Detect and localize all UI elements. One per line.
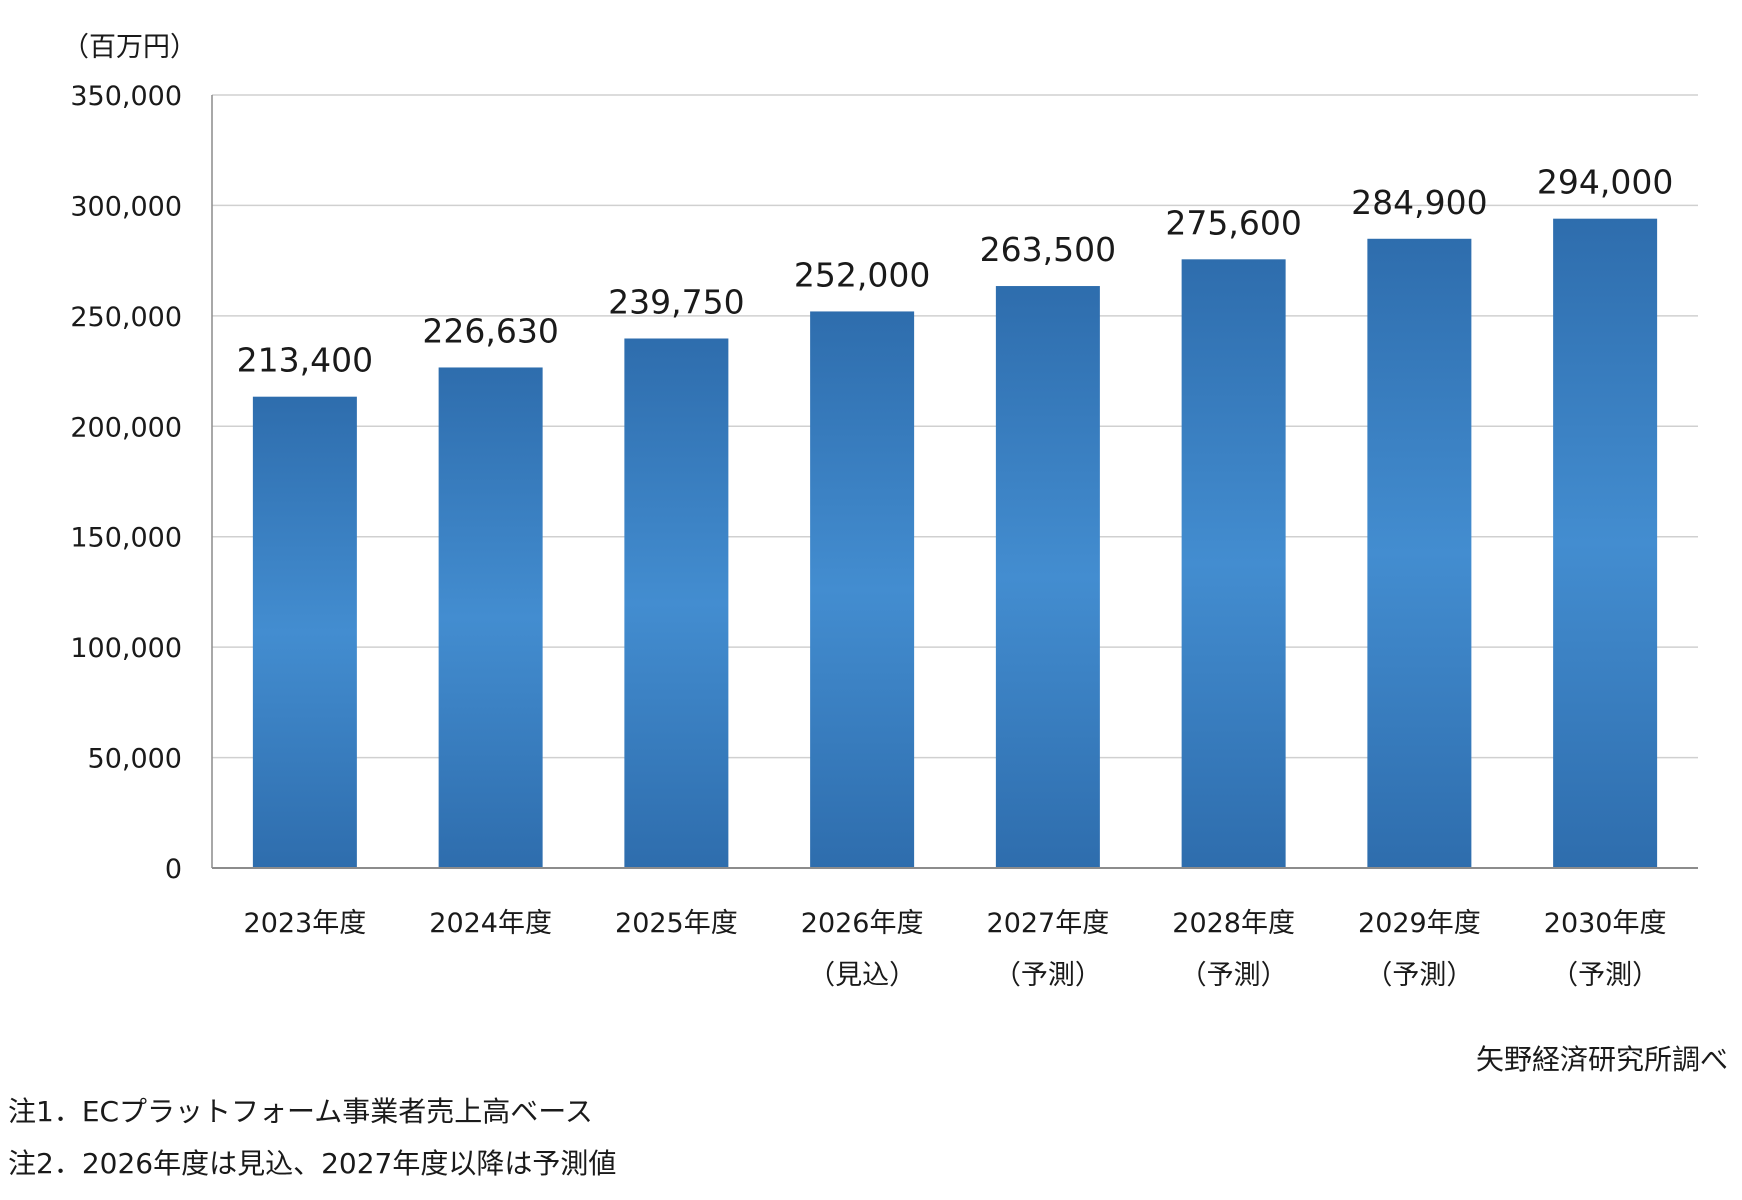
y-tick-label: 300,000: [70, 191, 182, 222]
bar: [252, 396, 357, 868]
value-label: 263,500: [980, 230, 1116, 269]
bars: [252, 218, 1658, 868]
bar: [1181, 259, 1286, 868]
tick-labels: 0 50,000 100,000 150,000 200,000 250,000 300,0…: [70, 81, 1666, 991]
y-tick-label: 350,000: [70, 81, 182, 112]
y-tick-label: 0: [165, 854, 182, 885]
y-tick-label: 200,000: [70, 412, 182, 443]
value-labels: 213,400 226,630 239,750 252,000 263,500 275,6…: [237, 163, 1674, 380]
x-tick-label: 2028年度: [1172, 908, 1295, 939]
bar: [810, 311, 915, 868]
x-tick-label: 2025年度: [615, 908, 738, 939]
x-tick-label: 2029年度: [1358, 908, 1481, 939]
bar: [1367, 238, 1472, 868]
bar: [624, 338, 729, 868]
x-tick-label: 2024年度: [429, 908, 552, 939]
x-tick-label: 2030年度: [1544, 908, 1667, 939]
x-tick-label: （予測）: [1551, 960, 1659, 991]
y-axis-unit: （百万円）: [62, 32, 197, 63]
y-tick-label: 250,000: [70, 302, 182, 333]
x-tick-label: 2026年度: [801, 908, 924, 939]
y-tick-label: 150,000: [70, 523, 182, 554]
x-tick-label: 2027年度: [987, 908, 1110, 939]
value-label: 226,630: [422, 311, 558, 350]
axes: [211, 95, 1698, 869]
bar: [995, 286, 1100, 868]
y-tick-label: 50,000: [88, 744, 182, 775]
note-2: 注2．2026年度は見込、2027年度以降は予測値: [8, 1147, 617, 1180]
x-tick-label: （予測）: [994, 960, 1102, 991]
bar: [438, 367, 543, 868]
value-label: 239,750: [608, 282, 744, 321]
value-label: 252,000: [794, 255, 930, 294]
source-credit: 矢野経済研究所調べ: [1475, 1043, 1728, 1076]
note-1: 注1．ECプラットフォーム事業者売上高ベース: [8, 1095, 593, 1128]
x-tick-label: 2023年度: [244, 908, 367, 939]
value-label: 275,600: [1165, 203, 1301, 242]
x-tick-label: （予測）: [1180, 960, 1288, 991]
x-tick-label: （予測）: [1365, 960, 1473, 991]
x-tick-label: （見込）: [808, 960, 916, 991]
y-tick-label: 100,000: [70, 633, 182, 664]
bar: [1553, 218, 1658, 868]
value-label: 213,400: [237, 341, 373, 380]
value-label: 294,000: [1537, 163, 1673, 202]
value-label: 284,900: [1351, 183, 1487, 222]
